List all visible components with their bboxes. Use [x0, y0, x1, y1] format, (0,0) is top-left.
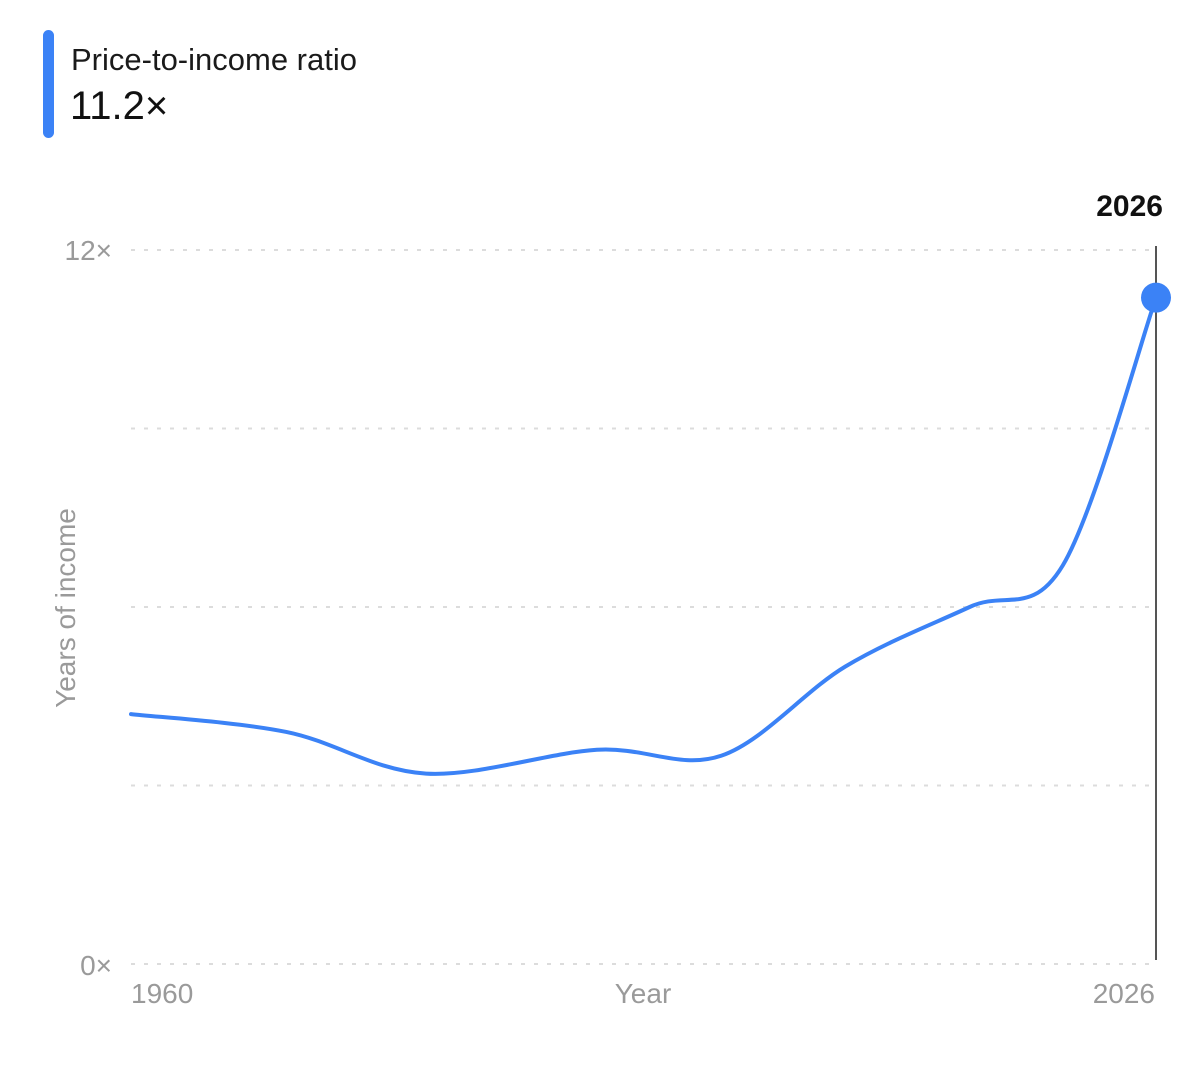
grid-lines: [131, 249, 1150, 965]
cursor-year-label: 2026: [1096, 190, 1163, 223]
y-axis-title: Years of income: [50, 508, 81, 708]
axes: 12× 0× 1960 2026 Year Years of income: [50, 235, 1155, 1009]
highlighted-data-point[interactable]: [1141, 282, 1171, 313]
x-axis-title: Year: [615, 978, 672, 1009]
y-tick-label-min: 0×: [80, 950, 112, 981]
hover-cursor: 2026: [1096, 190, 1171, 960]
series-layer: [129, 295, 1158, 776]
legend-value: 11.2×: [70, 84, 169, 128]
legend-color-swatch: [43, 30, 54, 138]
legend: Price-to-income ratio 11.2×: [43, 30, 643, 138]
y-tick-label-max: 12×: [65, 235, 113, 266]
legend-label: Price-to-income ratio: [71, 42, 357, 77]
series-line: [129, 295, 1158, 776]
x-tick-label-start: 1960: [131, 978, 193, 1009]
x-tick-label-end: 2026: [1093, 978, 1155, 1009]
